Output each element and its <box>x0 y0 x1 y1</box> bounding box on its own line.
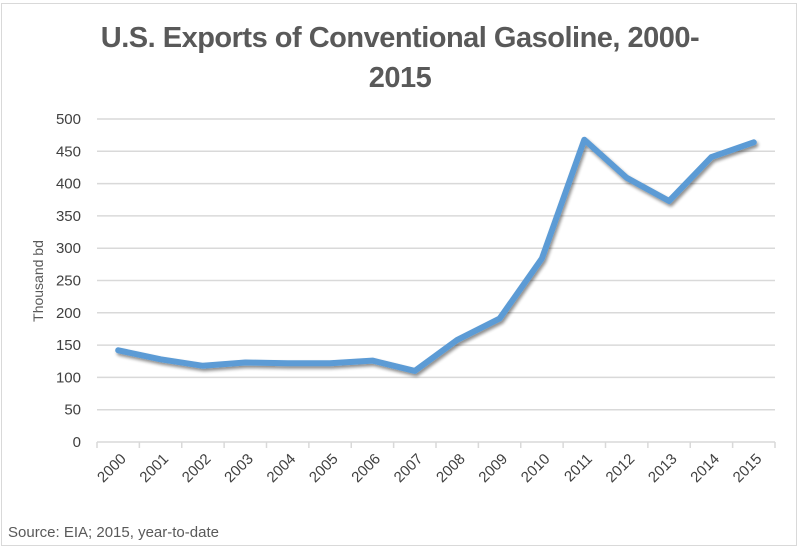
x-tick-label: 2011 <box>561 451 596 486</box>
x-tick-label: 2000 <box>94 451 130 487</box>
y-axis-title: Thousand bd <box>30 240 46 322</box>
y-tick-label: 350 <box>56 208 81 225</box>
x-tick-label: 2003 <box>221 451 257 487</box>
y-tick-label: 500 <box>56 111 81 128</box>
y-tick-label: 150 <box>56 337 81 354</box>
source-note: Source: EIA; 2015, year-to-date <box>8 524 219 541</box>
x-tick-label: 2007 <box>391 451 427 487</box>
y-tick-label: 50 <box>64 402 81 419</box>
x-tick-label: 2015 <box>730 451 766 487</box>
x-tick-label: 2012 <box>603 451 639 487</box>
series-group <box>115 136 757 374</box>
y-tick-label: 250 <box>56 273 81 290</box>
x-tick-label: 2010 <box>518 451 554 487</box>
x-axis-tick-labels: 2000 2001 2002 2003 2004 2005 2006 2007 2008 2009… <box>94 451 765 487</box>
x-tick-label: 2009 <box>475 451 511 487</box>
x-tick-label: 2013 <box>645 451 681 487</box>
x-tick-label: 2004 <box>264 451 300 487</box>
y-tick-label: 200 <box>56 305 81 322</box>
series-line <box>115 136 757 374</box>
y-tick-label: 100 <box>56 369 81 386</box>
y-tick-label: 400 <box>56 176 81 193</box>
x-tick-label: 2001 <box>136 451 172 487</box>
chart-title-line-1: U.S. Exports of Conventional Gasoline, 2… <box>100 22 700 54</box>
x-tick-label: 2006 <box>348 451 384 487</box>
chart-title: U.S. Exports of Conventional Gasoline, 2… <box>0 18 800 98</box>
y-tick-label: 450 <box>56 143 81 160</box>
x-tick-label: 2008 <box>433 451 469 487</box>
y-axis-tick-labels: 0 50 100 150 200 250 300 350 400 450 500 <box>56 111 81 451</box>
y-tick-label: 300 <box>56 240 81 257</box>
y-tick-label: 0 <box>73 434 81 451</box>
x-tick-label: 2005 <box>306 451 342 487</box>
x-tick-label: 2014 <box>687 451 723 487</box>
x-tick-label: 2002 <box>179 451 215 487</box>
chart-frame <box>1 3 797 546</box>
chart-title-line-2: 2015 <box>368 62 432 94</box>
x-axis <box>96 441 776 448</box>
gridlines <box>97 118 775 411</box>
